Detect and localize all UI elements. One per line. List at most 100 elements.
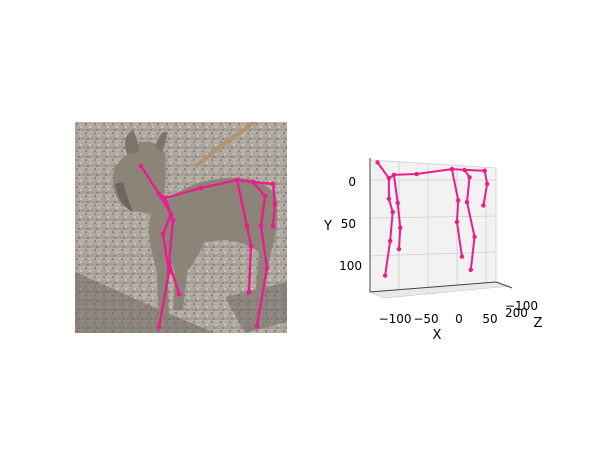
- photo-joint-point: [168, 211, 174, 217]
- bone-line: [483, 170, 489, 185]
- pose-3d-plot: −100 −50 0 50 0 50 100 −100 200 X Y Z: [323, 158, 543, 343]
- photo-joint-point: [138, 163, 144, 169]
- joint-point: [482, 168, 487, 173]
- photo-joint-point: [248, 243, 254, 249]
- joint-point: [454, 219, 460, 225]
- photo-bone-line: [157, 271, 171, 328]
- photo-joint-point: [170, 217, 176, 223]
- joint-point: [396, 246, 402, 252]
- joint-point: [414, 171, 419, 177]
- shadow: [75, 272, 287, 333]
- bone-line: [482, 183, 489, 206]
- photo-bone-line: [271, 203, 277, 227]
- joint-point: [390, 209, 395, 215]
- bone-line: [466, 177, 471, 203]
- joint-point: [395, 200, 400, 206]
- y-tick-label: 50: [341, 217, 356, 231]
- photo-joint-point: [258, 223, 264, 229]
- y-axis-label: Y: [323, 219, 332, 234]
- photo-joint-point: [234, 177, 240, 183]
- bone-line: [455, 221, 463, 257]
- photo-bone-line: [161, 213, 173, 235]
- joint-point: [467, 175, 472, 180]
- photo-joint-point: [264, 265, 270, 271]
- joint-point: [391, 172, 397, 178]
- photo-bone-line: [167, 219, 175, 263]
- photo-joint-point: [162, 195, 168, 201]
- photo-bone-line: [235, 179, 249, 227]
- x-tick-label: 0: [455, 312, 463, 326]
- photo-skeleton-overlay: [138, 163, 278, 330]
- joint-point: [456, 198, 461, 203]
- photo-joint-point: [250, 179, 256, 185]
- photo-bone-line: [139, 165, 161, 195]
- joint-point: [387, 238, 393, 244]
- photo-joint-point: [166, 269, 172, 275]
- photo-bone-line: [200, 178, 238, 190]
- photo-joint-point: [160, 231, 166, 237]
- bone-line: [389, 211, 394, 242]
- z-tick-labels: −100 200: [505, 299, 538, 320]
- y-tick-label: 100: [339, 259, 362, 273]
- bone-line: [464, 168, 485, 172]
- photo-bone-line: [247, 245, 253, 293]
- photo-bone-line: [167, 261, 181, 295]
- z-tick-label: −100: [505, 299, 538, 313]
- joint-point: [398, 225, 403, 230]
- photo-joint-point: [270, 181, 276, 187]
- dog-photo-panel: [75, 122, 287, 333]
- photo-bone-line: [163, 197, 175, 221]
- photo-bone-line: [245, 225, 253, 247]
- joint-point: [449, 166, 455, 172]
- x-axis-label: X: [433, 328, 442, 343]
- y-tick-label: 0: [348, 175, 356, 189]
- bone-line: [469, 236, 476, 270]
- joint-point: [459, 254, 465, 259]
- joint-point: [484, 181, 490, 187]
- z-axis-line: [495, 281, 513, 289]
- photo-bone-line: [252, 180, 274, 186]
- x-tick-label: −100: [379, 312, 412, 326]
- bone-line: [392, 174, 399, 204]
- x-tick-label: −50: [413, 312, 438, 326]
- leash: [193, 122, 257, 169]
- x-axis-line: [369, 281, 497, 293]
- joint-point: [386, 175, 392, 181]
- bone-line: [396, 202, 402, 228]
- bone-line: [393, 173, 417, 176]
- z-axis-label: Z: [534, 316, 543, 331]
- photo-joint-point: [244, 223, 250, 229]
- y-tick-labels: 0 50 100: [339, 175, 362, 273]
- x-tick-labels: −100 −50 0 50: [379, 312, 498, 326]
- bone-line: [450, 168, 460, 201]
- bone-line: [384, 240, 392, 276]
- photo-bone-line: [259, 225, 269, 269]
- joint-point: [386, 196, 392, 202]
- photo-bone-line: [164, 186, 202, 200]
- photo-bone-line: [236, 178, 254, 184]
- photo-joint-point: [246, 289, 252, 295]
- bone-line: [416, 168, 453, 176]
- photo-joint-point: [272, 201, 278, 207]
- photo-joint-point: [198, 185, 204, 191]
- joint-point: [468, 267, 473, 273]
- bone-line: [397, 227, 402, 250]
- photo-joint-point: [254, 323, 260, 329]
- skeleton-3d: [375, 160, 490, 278]
- joint-point: [481, 203, 486, 208]
- photo-joint-point: [156, 324, 162, 330]
- bone-line: [466, 201, 476, 238]
- photo-bone-line: [271, 183, 277, 205]
- bone-line: [376, 161, 390, 179]
- joint-point: [462, 167, 467, 173]
- photo-bone-line: [255, 267, 269, 327]
- photo-joint-point: [156, 191, 162, 197]
- photo-joint-point: [262, 193, 268, 199]
- photo-bone-line: [252, 181, 266, 197]
- photo-joint-point: [166, 259, 172, 265]
- bone-line: [387, 198, 394, 213]
- joint-point: [375, 160, 380, 165]
- joint-point: [382, 273, 388, 278]
- photo-joint-point: [270, 223, 276, 229]
- photo-joint-point: [176, 291, 182, 297]
